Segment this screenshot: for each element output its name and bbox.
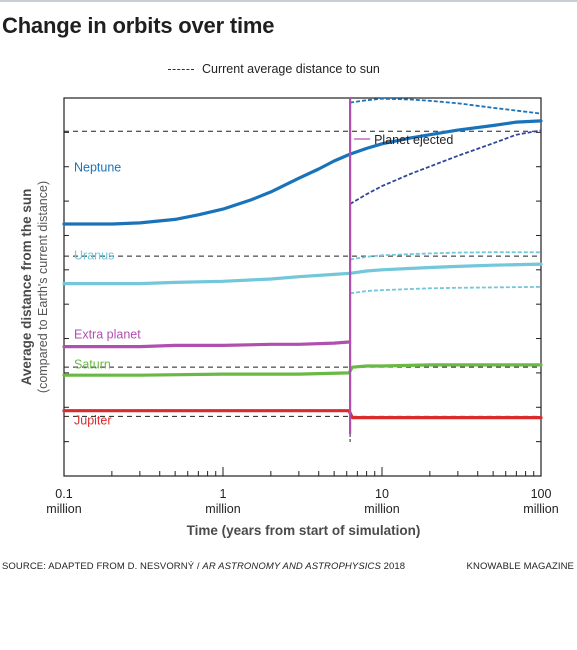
x-tick-label: 1: [220, 487, 227, 501]
x-tick-sublabel: million: [46, 502, 81, 516]
dashed-line-key: [168, 68, 194, 70]
series-line: [62, 363, 543, 377]
series-line: [62, 119, 543, 226]
page-title: Change in orbits over time: [2, 13, 275, 38]
x-tick-label: 10: [375, 487, 389, 501]
series-label: Uranus: [74, 249, 114, 263]
x-tick-sublabel: million: [523, 502, 558, 516]
x-axis-title: Time (years from start of simulation): [187, 523, 421, 538]
top-rule: [0, 0, 577, 2]
series-label: Saturn: [74, 357, 111, 371]
series-line: [62, 340, 351, 349]
series-upper-bound: [349, 97, 542, 115]
series-label: Neptune: [74, 160, 121, 174]
x-tick-sublabel: million: [364, 502, 399, 516]
y-axis-title: Average distance from the sun: [19, 189, 34, 386]
source-credit: SOURCE: ADAPTED FROM D. NESVORNÝ / AR AS…: [2, 561, 406, 572]
x-tick-label: 0.1: [55, 487, 72, 501]
x-tick-sublabel: million: [205, 502, 240, 516]
legend: Current average distance to sun: [168, 62, 380, 76]
series-label: Jupiter: [74, 413, 112, 427]
series-line: [62, 262, 543, 286]
series-lower-bound: [349, 286, 542, 295]
annotation-label: Planet ejected: [374, 133, 453, 147]
plot-frame: [63, 97, 542, 477]
brand-credit: KNOWABLE MAGAZINE: [466, 561, 574, 572]
series-label: Extra planet: [74, 328, 141, 342]
series-lower-bound: [349, 129, 542, 205]
x-tick-label: 100: [531, 487, 552, 501]
series-upper-bound: [349, 251, 542, 261]
y-axis-subtitle: (compared to Earth's current distance): [36, 181, 50, 393]
series-line: [62, 409, 543, 420]
legend-label: Current average distance to sun: [202, 62, 380, 76]
